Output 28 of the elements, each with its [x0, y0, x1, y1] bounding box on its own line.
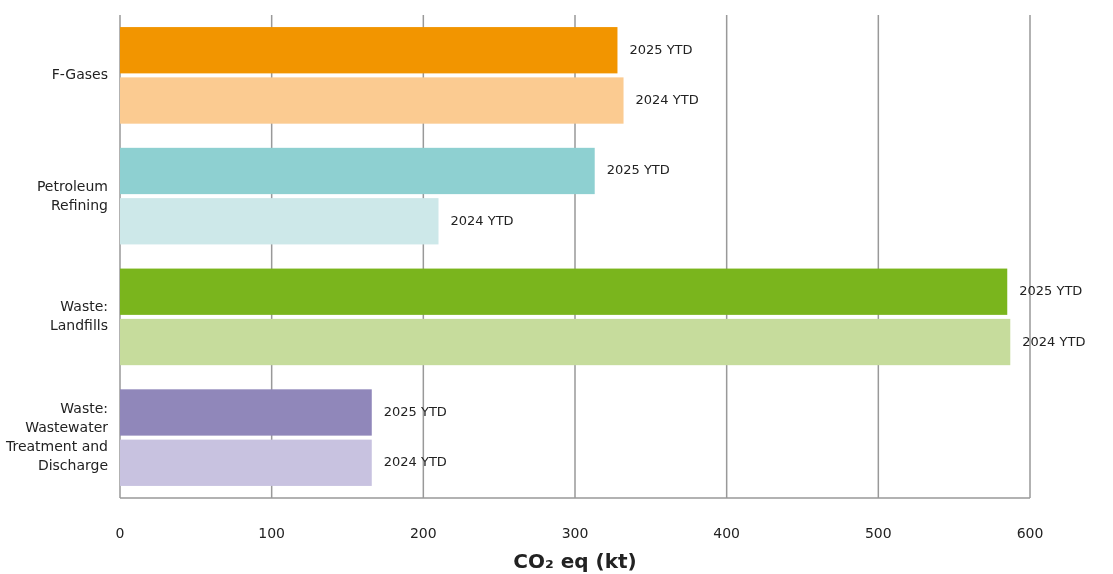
x-tick-label: 0	[115, 525, 125, 541]
y-tick-label: Waste: Landfills	[49, 298, 108, 334]
x-tick-label: 500	[864, 525, 892, 541]
x-tick-label: 300	[561, 525, 589, 541]
x-tick-label: 400	[713, 525, 741, 541]
bar	[120, 27, 618, 74]
bar	[120, 439, 372, 486]
bar	[120, 198, 439, 245]
series-label: 2025 YTD	[629, 41, 693, 57]
y-tick-label: Waste: Wastewater Treatment and Discharge	[4, 400, 109, 474]
x-tick-label: 200	[409, 525, 437, 541]
text: 2025 YTD	[1019, 283, 1083, 299]
bar	[120, 268, 1008, 315]
text: 2025 YTD	[383, 403, 447, 419]
x-tick-label: 600	[1016, 525, 1044, 541]
bar	[120, 389, 372, 436]
text: 2024 YTD	[1022, 333, 1086, 349]
series-label: 2024 YTD	[635, 92, 699, 108]
text: 2024 YTD	[450, 212, 514, 228]
y-tick-label: Petroleum Refining	[36, 177, 108, 213]
x-tick-label: 100	[258, 525, 286, 541]
bar	[120, 77, 624, 124]
x-axis-title: CO₂ eq (kt)	[513, 549, 637, 573]
bar	[120, 318, 1011, 366]
y-tick-label: F-Gases	[51, 66, 108, 83]
text: 2025 YTD	[606, 162, 670, 178]
text: 2024 YTD	[383, 454, 447, 470]
bar	[120, 147, 595, 195]
